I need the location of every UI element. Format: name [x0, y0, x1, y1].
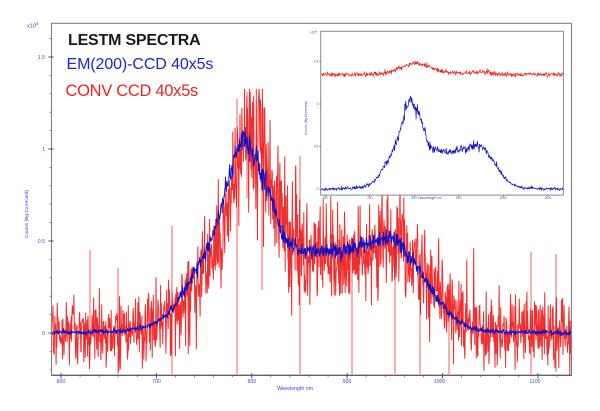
- svg-text:900: 900: [343, 379, 352, 385]
- svg-text:Counts (Bg Corrected): Counts (Bg Corrected): [304, 101, 308, 135]
- svg-text:Wavelength nm: Wavelength nm: [277, 386, 313, 392]
- svg-text:Counts (Bg Corrected): Counts (Bg Corrected): [24, 190, 30, 238]
- svg-text:800: 800: [412, 196, 418, 200]
- svg-text:1: 1: [317, 102, 319, 106]
- svg-text:1.5: 1.5: [314, 60, 319, 64]
- svg-text:Wavelength nm: Wavelength nm: [418, 196, 442, 200]
- svg-text:1100: 1100: [529, 379, 540, 385]
- svg-text:0: 0: [42, 331, 45, 337]
- svg-text:1.5: 1.5: [38, 55, 45, 61]
- svg-text:0.5: 0.5: [314, 145, 319, 149]
- svg-text:700: 700: [367, 196, 373, 200]
- svg-text:1: 1: [42, 147, 45, 153]
- svg-text:x104: x104: [27, 21, 39, 29]
- svg-text:x104: x104: [310, 29, 317, 34]
- svg-text:1000: 1000: [500, 196, 507, 200]
- svg-text:900: 900: [456, 196, 462, 200]
- svg-text:1100: 1100: [544, 196, 551, 200]
- svg-text:0: 0: [317, 187, 319, 191]
- svg-text:1000: 1000: [434, 379, 446, 385]
- svg-text:600: 600: [323, 196, 329, 200]
- svg-text:800: 800: [247, 379, 256, 385]
- svg-text:0.5: 0.5: [38, 239, 45, 245]
- svg-text:700: 700: [152, 379, 161, 385]
- svg-text:600: 600: [57, 379, 66, 385]
